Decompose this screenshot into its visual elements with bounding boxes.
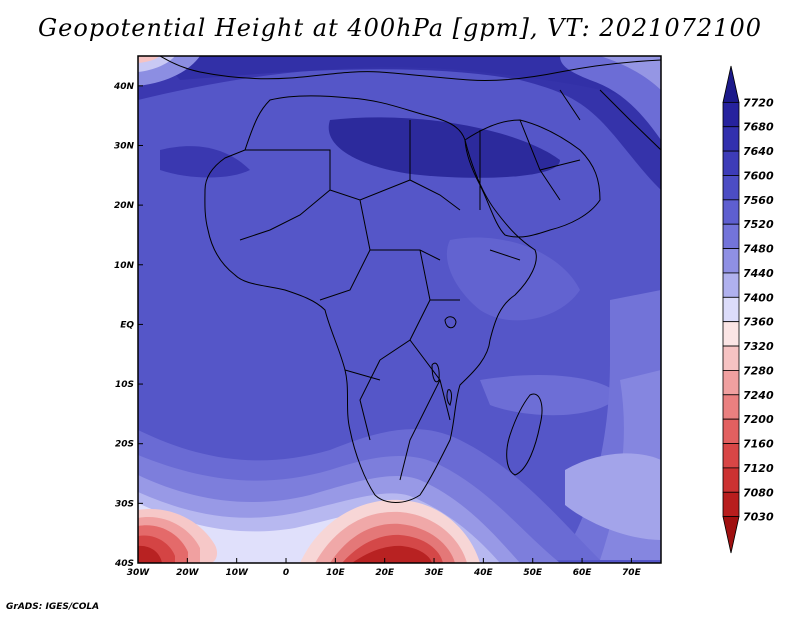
- colorbar-swatch: [722, 370, 740, 396]
- colorbar-swatch: [722, 272, 740, 298]
- colorbar-label: 7200: [743, 413, 774, 426]
- lon-label: 70E: [622, 568, 642, 578]
- colorbar-swatch: [722, 394, 740, 420]
- colorbar-label: 7080: [743, 486, 774, 499]
- colorbar-swatch: [722, 65, 740, 103]
- coastlines: [159, 56, 661, 503]
- lon-label: 10E: [326, 568, 346, 578]
- lat-label: 40N: [113, 82, 135, 92]
- colorbar-swatch: [722, 443, 740, 469]
- lat-label: 10S: [115, 380, 134, 390]
- colorbar-label: 7600: [743, 169, 774, 182]
- lat-label: 10N: [114, 261, 135, 271]
- colorbar-label: 7440: [743, 267, 774, 280]
- border-lines: [239, 89, 661, 481]
- colorbar-swatch: [722, 516, 740, 554]
- lat-label: 20S: [115, 440, 134, 450]
- lake-outlines: [431, 316, 457, 406]
- colorbar-swatch: [722, 321, 740, 347]
- height-field: [138, 56, 661, 563]
- lat-label: 20N: [114, 201, 135, 211]
- lat-label: 40S: [114, 559, 134, 569]
- colorbar-swatch: [722, 101, 740, 128]
- colorbar-label: 7480: [743, 243, 774, 256]
- latitude-axis: 40N 30N 20N 10N EQ 10S 20S 30S 40S: [113, 82, 143, 569]
- lon-label: 10W: [225, 568, 249, 578]
- colorbar-label: 7520: [743, 218, 774, 231]
- europe-coast: [159, 56, 661, 82]
- colorbar-label: 7240: [743, 389, 774, 402]
- lat-label: 30S: [115, 499, 134, 509]
- colorbar-label: 7560: [743, 194, 774, 207]
- colorbar-swatch: [722, 296, 740, 323]
- colorbar-label: 7120: [743, 462, 774, 475]
- lon-label: 20W: [176, 568, 200, 578]
- grads-credit: GrADS: IGES/COLA: [6, 602, 100, 612]
- colorbar-swatch: [722, 418, 740, 444]
- lon-label: 50E: [523, 568, 543, 578]
- colorbar-label: 7720: [743, 96, 774, 109]
- lon-label: 0: [283, 568, 289, 578]
- arabia-outline: [464, 119, 601, 238]
- plot-frame: [137, 55, 662, 564]
- lat-label: 30N: [114, 141, 135, 151]
- lon-label: 20E: [375, 568, 395, 578]
- colorbar-swatch: [722, 175, 740, 201]
- colorbar-label: 7160: [743, 438, 774, 451]
- lon-label: 40E: [473, 568, 494, 578]
- colorbar-label: 7640: [743, 145, 774, 158]
- madagascar-outline: [506, 393, 543, 476]
- colorbar-swatch: [722, 345, 740, 371]
- colorbar-swatch: [722, 248, 740, 274]
- colorbar-label: 7680: [743, 121, 774, 134]
- colorbar-label: 7400: [743, 291, 774, 304]
- colorbar-swatch: [722, 491, 740, 518]
- colorbar-label: 7280: [743, 364, 774, 377]
- colorbar-swatch: [722, 199, 740, 225]
- colorbar-swatch: [722, 150, 740, 176]
- colorbar-swatch: [722, 467, 740, 493]
- colorbar-swatch: [722, 223, 740, 249]
- longitude-axis: 30W 20W 10W 0 10E 20E 30E 40E 50E 60E 70E: [127, 558, 642, 578]
- lon-label: 30W: [127, 568, 151, 578]
- colorbar-label: 7360: [743, 316, 774, 329]
- colorbar-label: 7320: [743, 340, 774, 353]
- lon-label: 60E: [573, 568, 593, 578]
- lat-label: EQ: [120, 320, 134, 330]
- map-title: Geopotential Height at 400hPa [gpm], VT:…: [38, 14, 762, 42]
- colorbar: 7720 7680 7640 7600 7560 7520 7480 7440 7400 7360…: [722, 65, 774, 554]
- colorbar-label: 7030: [743, 511, 774, 524]
- africa-coastline: [204, 95, 537, 503]
- lon-label: 30E: [425, 568, 445, 578]
- colorbar-swatch: [722, 126, 740, 152]
